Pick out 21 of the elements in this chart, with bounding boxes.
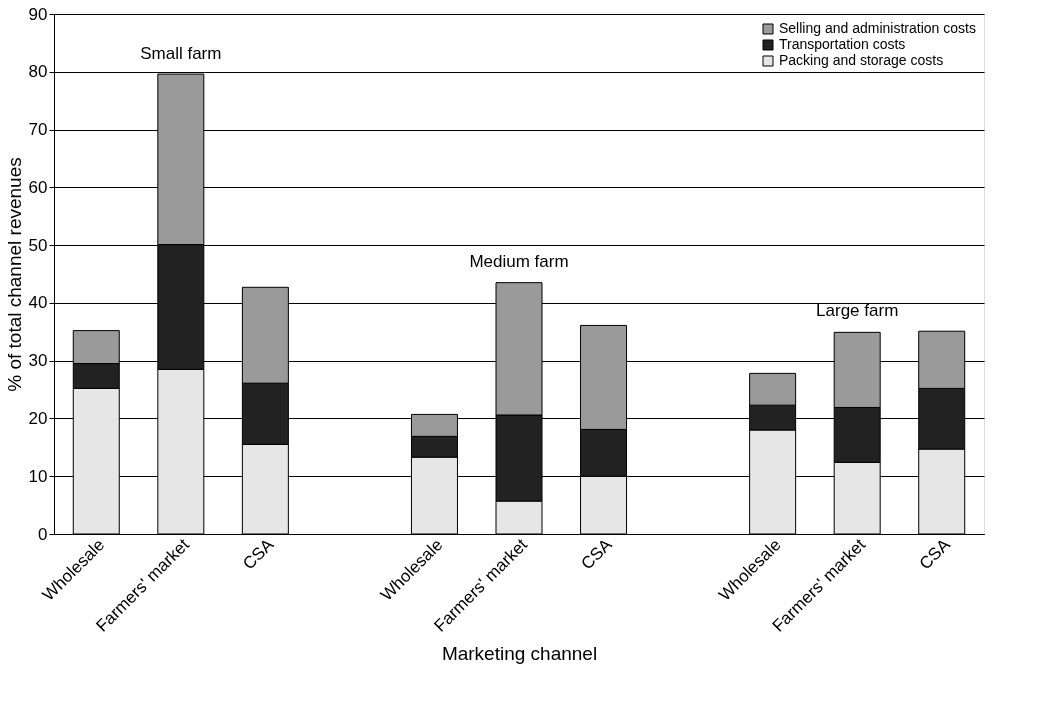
- y-tick-label: 40: [28, 293, 48, 313]
- x-axis-title: Marketing channel: [441, 642, 598, 664]
- y-tick-label: 30: [28, 351, 48, 371]
- legend-label: Transportation costs: [779, 36, 906, 52]
- y-tick-label: 90: [28, 4, 48, 24]
- y-axis-title: % of total channel revenues: [3, 157, 25, 392]
- x-tick-label: CSA: [239, 534, 278, 574]
- y-tick-label: 20: [28, 408, 48, 428]
- legend-label: Packing and storage costs: [779, 52, 944, 68]
- y-tick-label: 60: [28, 177, 48, 197]
- y-tick-label: 50: [28, 235, 48, 255]
- y-tick-label: 10: [28, 466, 48, 486]
- x-tick-label: CSA: [915, 534, 955, 574]
- y-tick-label: 70: [28, 120, 48, 140]
- legend-label: Selling and administration costs: [779, 20, 976, 36]
- annotation: Medium farm: [469, 252, 569, 272]
- x-tick-label: CSA: [577, 534, 617, 574]
- y-tick-label: 0: [38, 524, 48, 544]
- annotation: Large farm: [816, 300, 899, 320]
- annotation: Small farm: [140, 43, 222, 63]
- y-tick-label: 80: [28, 62, 48, 82]
